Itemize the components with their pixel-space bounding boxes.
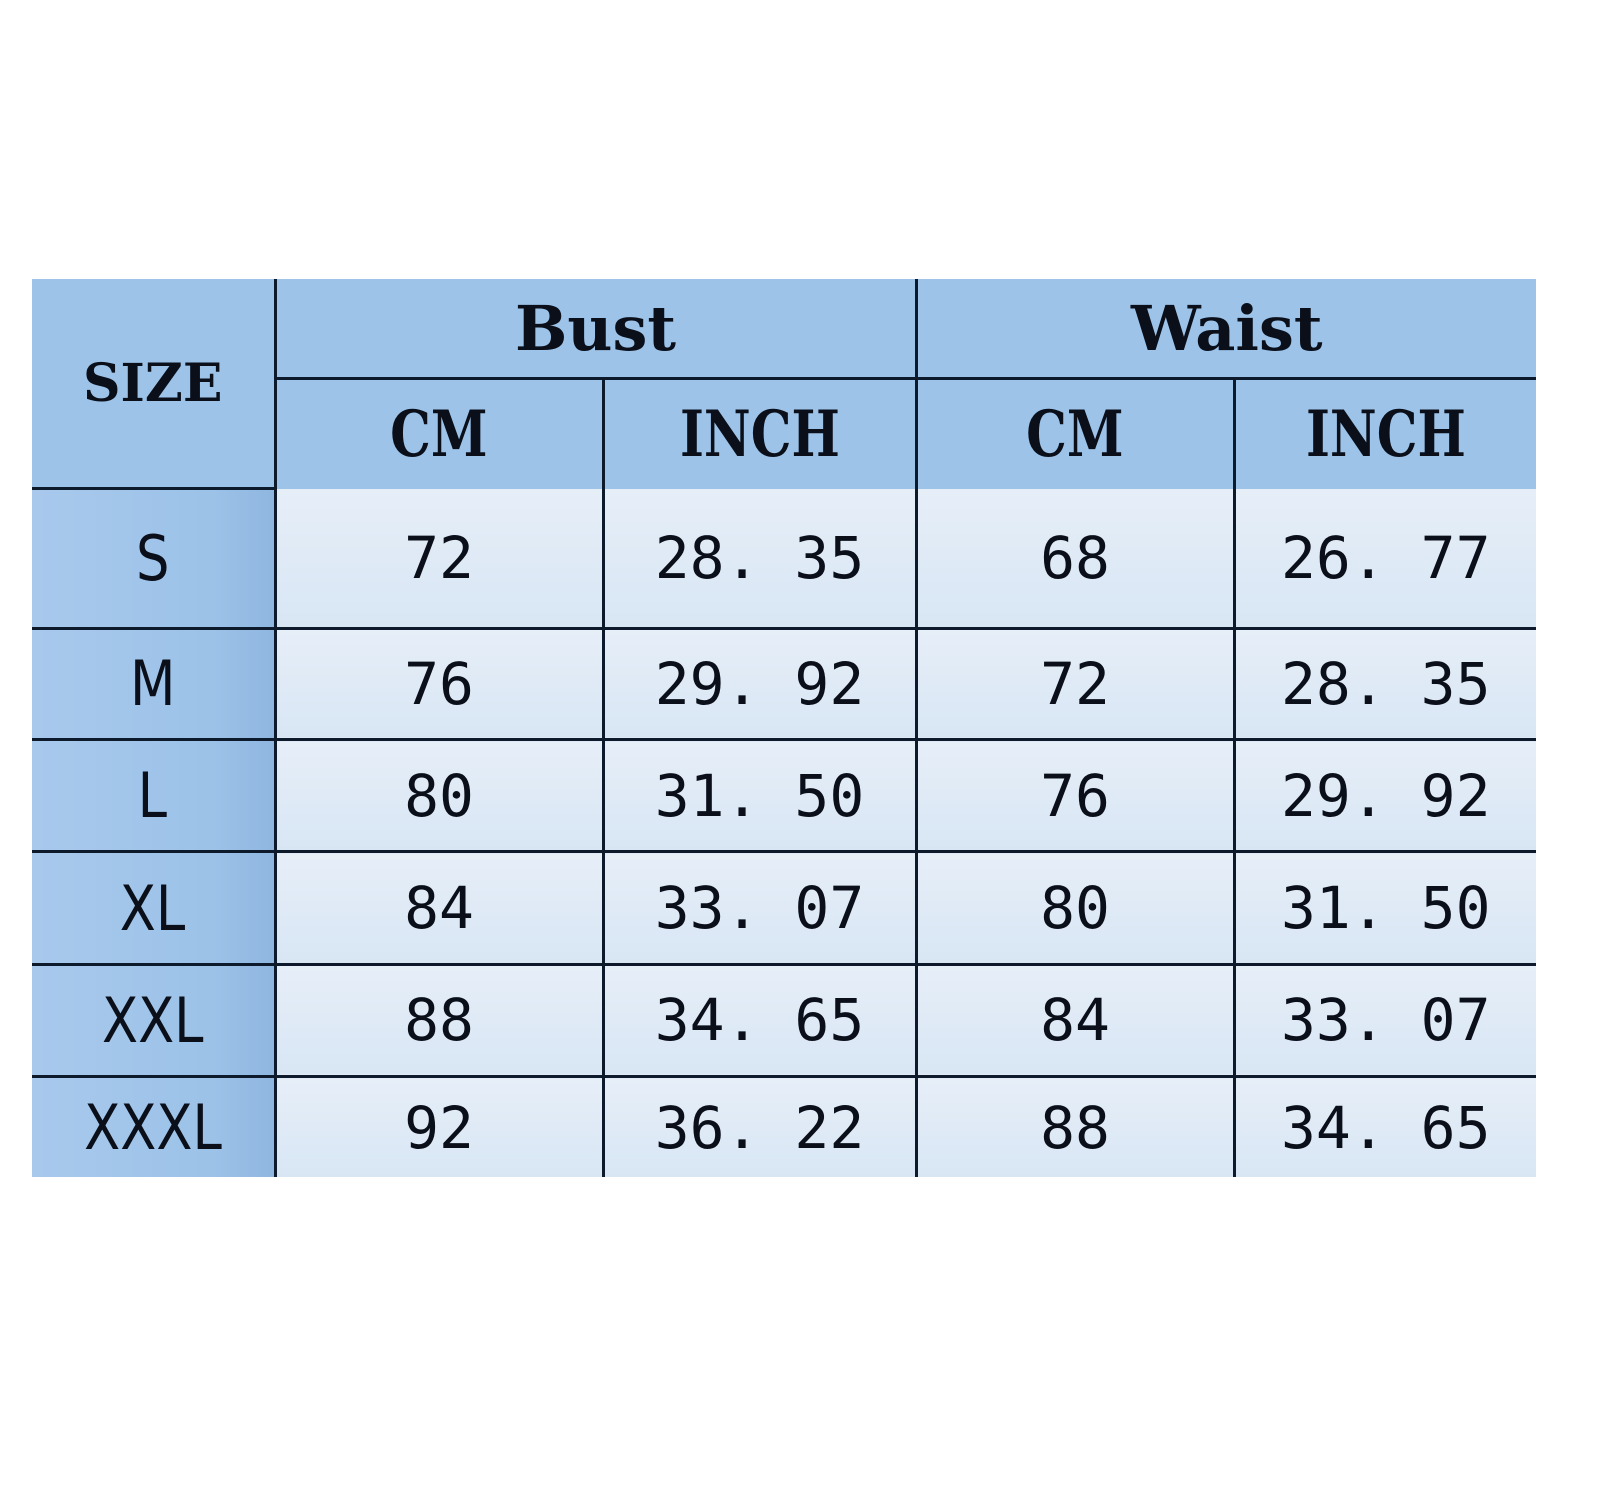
bust-inch-cell: 34. 65: [601, 962, 918, 1079]
size-header: SIZE: [32, 279, 277, 491]
size-label: XL: [120, 871, 186, 945]
bust-cm-cell: 84: [273, 850, 605, 966]
waist-header: Waist: [914, 279, 1537, 381]
table-row: XXXL 92 36. 22 88 34. 65: [32, 1075, 1537, 1177]
bust-inch-cell: 33. 07: [601, 850, 918, 966]
bust-inch-header: INCH: [601, 377, 918, 489]
waist-cm-cell: 80: [914, 850, 1236, 966]
unit-label: INCH: [679, 397, 840, 472]
bust-cm-header: CM: [275, 377, 605, 489]
bust-inch-cell: 29. 92: [601, 626, 918, 742]
waist-inch-header: INCH: [1232, 377, 1537, 489]
waist-cm-cell: 76: [914, 737, 1236, 854]
bust-cm-cell: 76: [273, 626, 605, 742]
waist-inch-cell: 31. 50: [1232, 850, 1537, 966]
bust-header: Bust: [273, 279, 918, 381]
waist-inch-cell: 26. 77: [1232, 488, 1537, 630]
bust-cm-cell: 88: [273, 962, 605, 1079]
waist-inch-cell: 28. 35: [1232, 626, 1537, 742]
waist-inch-cell: 29. 92: [1232, 737, 1537, 854]
table-row: XL 84 33. 07 80 31. 50: [32, 850, 1537, 966]
unit-label: CM: [390, 397, 488, 472]
waist-cm-cell: 84: [914, 962, 1236, 1079]
size-cell: L: [32, 737, 277, 854]
size-label: XXL: [101, 983, 204, 1057]
header-row-groups: SIZE Bust Waist: [32, 279, 1537, 491]
table-row: XXL 88 34. 65 84 33. 07: [32, 962, 1537, 1079]
header-row-units: CM INCH CM INCH: [32, 377, 1537, 489]
bust-inch-cell: 28. 35: [601, 488, 918, 630]
bust-inch-cell: 31. 50: [601, 737, 918, 854]
bust-cm-cell: 72: [273, 488, 605, 630]
size-label: S: [136, 521, 170, 595]
waist-cm-cell: 72: [914, 626, 1236, 742]
size-cell: S: [32, 488, 277, 630]
waist-inch-cell: 33. 07: [1232, 962, 1537, 1079]
size-cell: XL: [32, 850, 277, 966]
waist-cm-cell: 88: [914, 1075, 1236, 1177]
table-row: M 76 29. 92 72 28. 35: [32, 626, 1537, 742]
waist-inch-cell: 34. 65: [1232, 1075, 1537, 1177]
bust-inch-cell: 36. 22: [601, 1075, 918, 1177]
unit-label: CM: [1026, 397, 1124, 472]
bust-cm-cell: 80: [273, 737, 605, 854]
waist-cm-header: CM: [914, 377, 1236, 489]
size-label: XXXL: [83, 1091, 222, 1165]
bust-cm-cell: 92: [273, 1075, 605, 1177]
size-cell: XXL: [32, 962, 277, 1079]
waist-cm-cell: 68: [914, 488, 1236, 630]
size-cell: XXXL: [32, 1075, 277, 1177]
unit-label: INCH: [1305, 397, 1466, 472]
table-row: L 80 31. 50 76 29. 92: [32, 737, 1537, 854]
table-row: S 72 28. 35 68 26. 77: [32, 488, 1537, 630]
size-cell: M: [32, 626, 277, 742]
size-label: L: [138, 759, 168, 833]
size-table: SIZE Bust Waist CM INCH CM INCH S 72 28. 3…: [32, 279, 1537, 1177]
size-label: M: [130, 647, 176, 721]
size-chart: SIZE Bust Waist CM INCH CM INCH S 72 28. 3…: [32, 279, 1537, 1177]
